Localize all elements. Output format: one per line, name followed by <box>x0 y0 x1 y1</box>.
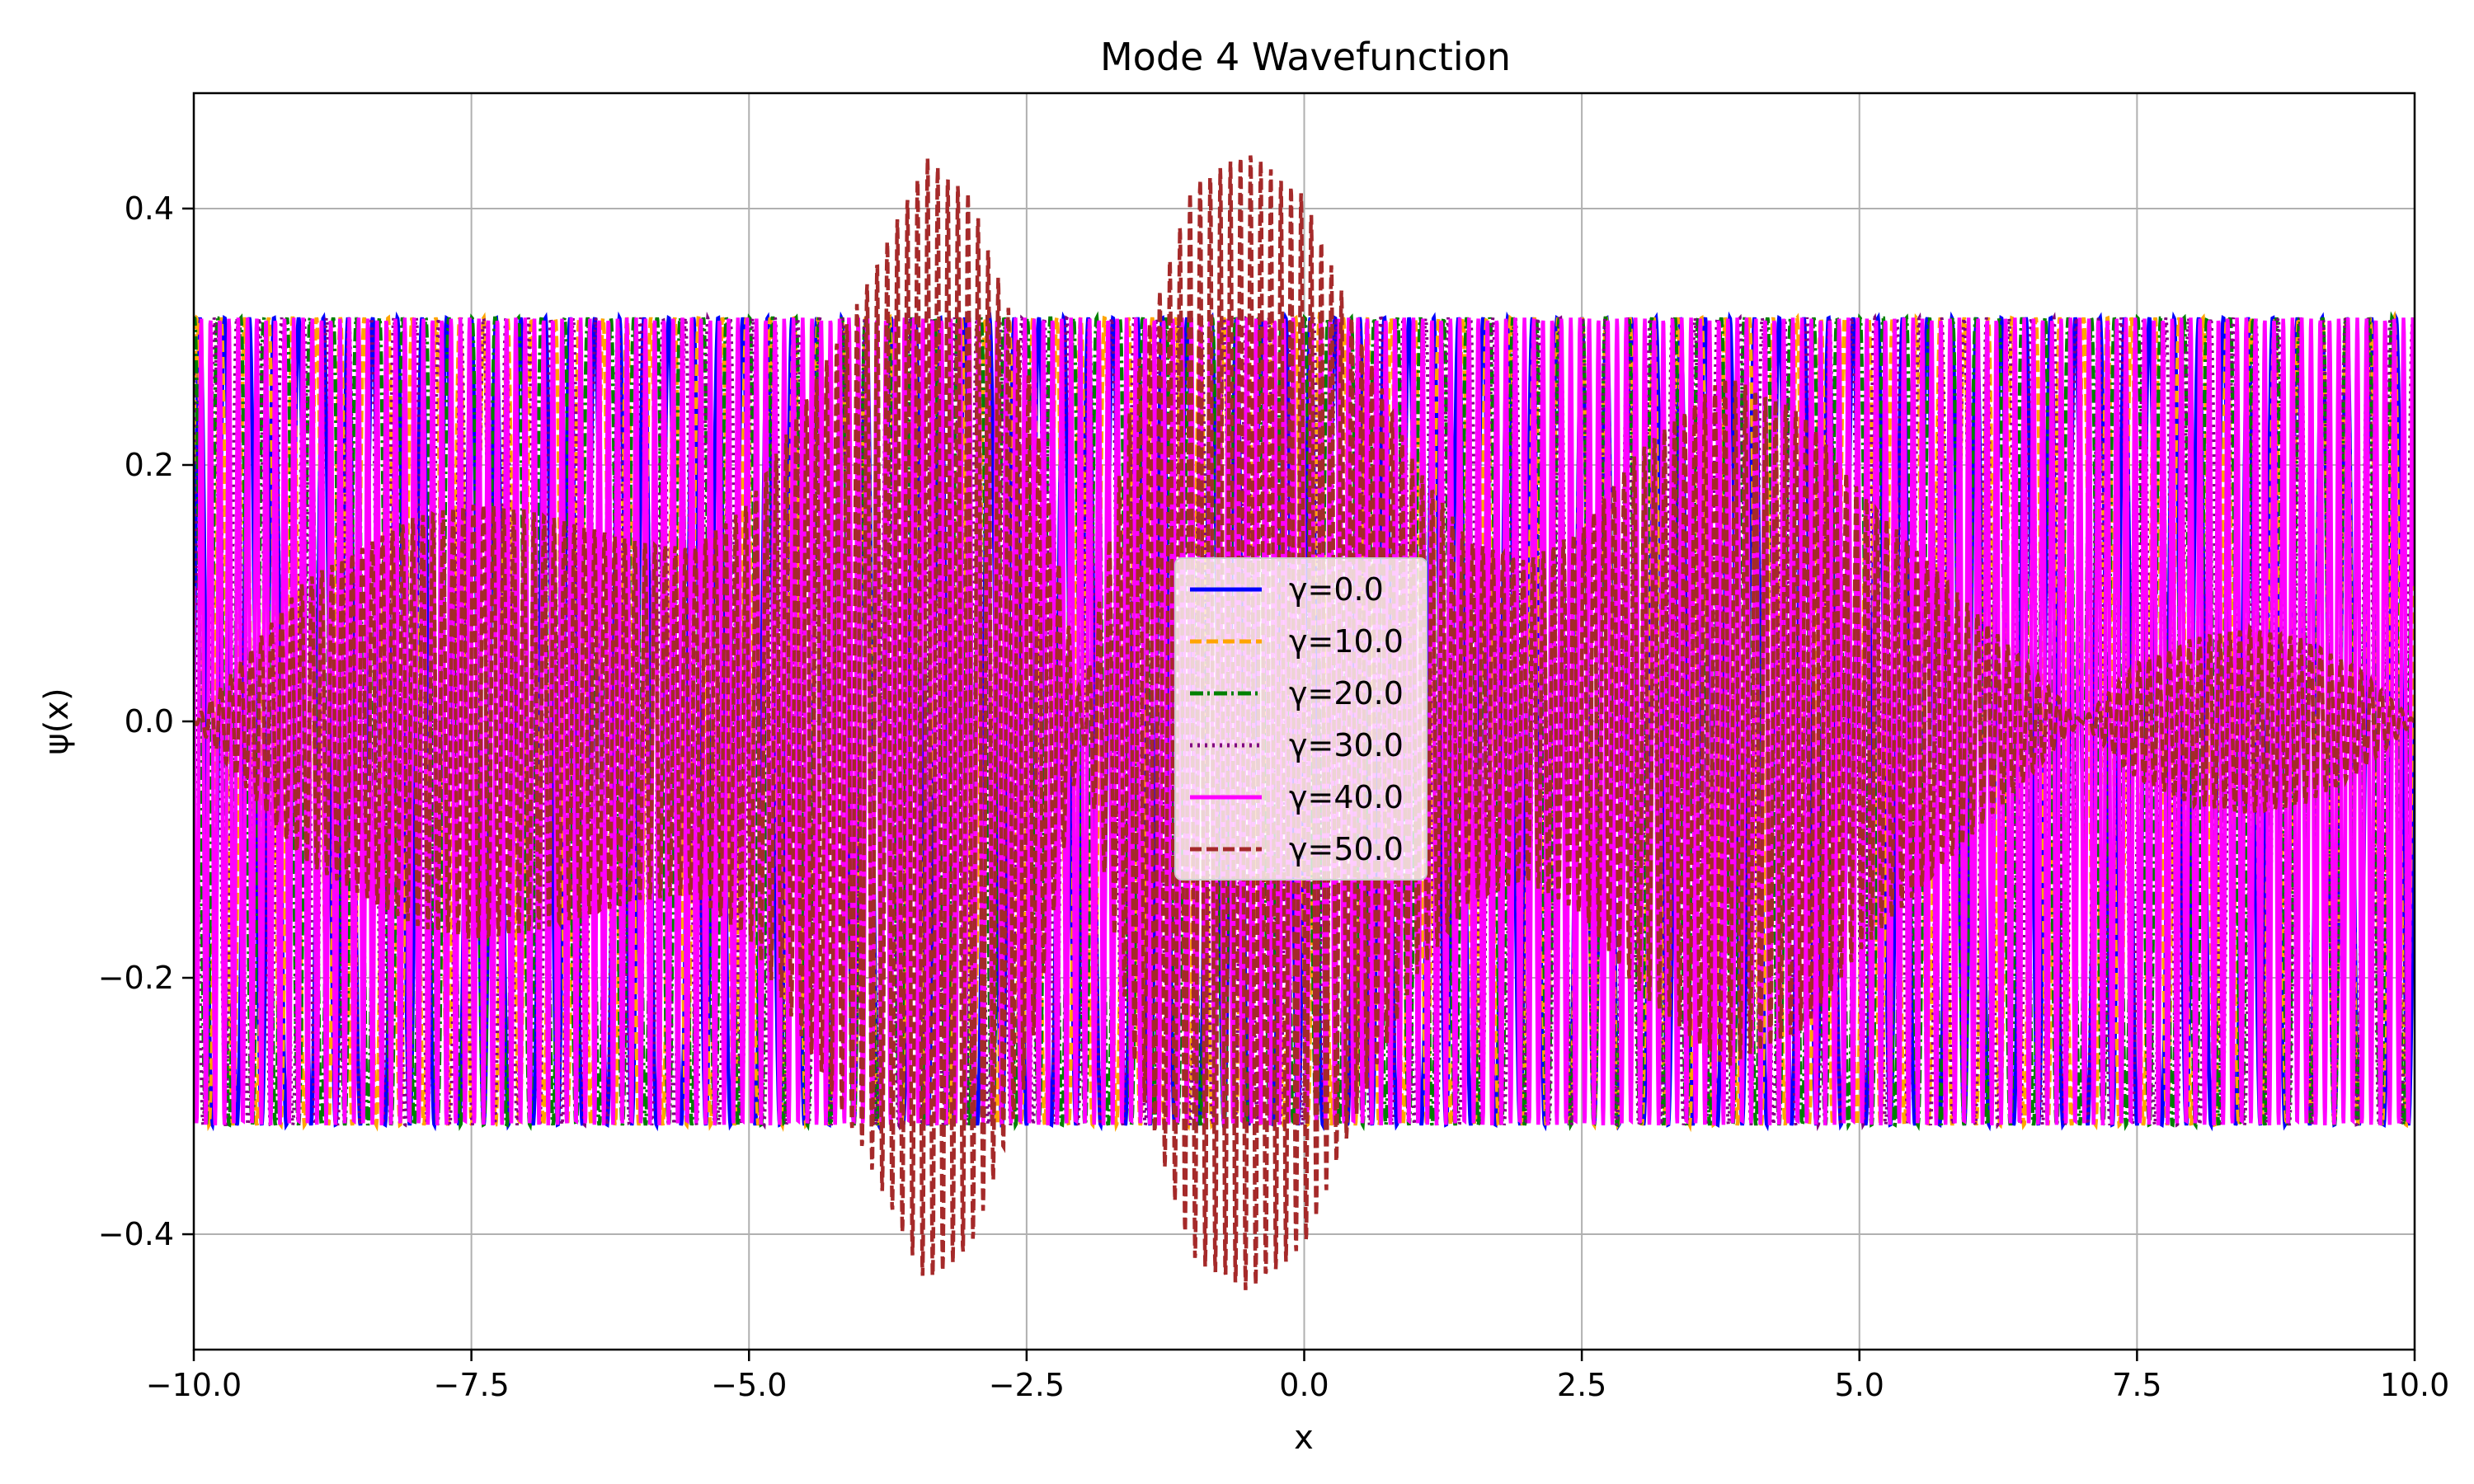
legend-label: γ=10.0 <box>1289 623 1404 660</box>
x-tick-label: 2.5 <box>1557 1367 1606 1403</box>
y-tick-label: 0.4 <box>125 190 174 227</box>
x-axis-label: x <box>1294 1419 1314 1457</box>
x-tick-label: 10.0 <box>2380 1367 2450 1403</box>
x-tick-label: −10.0 <box>146 1367 242 1403</box>
x-axis: −10.0 −7.5 −5.0 −2.5 0.0 2.5 5.0 7.5 10.0 <box>146 1350 2450 1403</box>
x-tick-label: 7.5 <box>2112 1367 2161 1403</box>
x-tick-label: 5.0 <box>1835 1367 1884 1403</box>
legend-label: γ=30.0 <box>1289 727 1404 763</box>
x-tick-label: −7.5 <box>433 1367 509 1403</box>
x-tick-label: −2.5 <box>989 1367 1065 1403</box>
series-line <box>194 311 2415 1132</box>
y-axis-label: ψ(x) <box>38 688 76 754</box>
legend: γ=0.0 γ=10.0 γ=20.0 γ=30.0 γ=40.0 γ=50.0 <box>1174 557 1427 881</box>
legend-label: γ=20.0 <box>1289 675 1404 711</box>
chart-title: Mode 4 Wavefunction <box>1100 35 1511 79</box>
legend-label: γ=50.0 <box>1289 831 1404 867</box>
x-tick-label: −5.0 <box>711 1367 787 1403</box>
x-tick-label: 0.0 <box>1279 1367 1329 1403</box>
y-tick-label: 0.0 <box>125 703 174 740</box>
series-line <box>194 155 2415 1290</box>
y-tick-label: 0.2 <box>125 447 174 483</box>
legend-label: γ=40.0 <box>1289 779 1404 815</box>
y-tick-label: −0.4 <box>98 1216 174 1252</box>
legend-label: γ=0.0 <box>1289 571 1384 608</box>
y-tick-label: −0.2 <box>98 960 174 996</box>
y-axis: −0.4 −0.2 0.0 0.2 0.4 <box>98 190 194 1252</box>
